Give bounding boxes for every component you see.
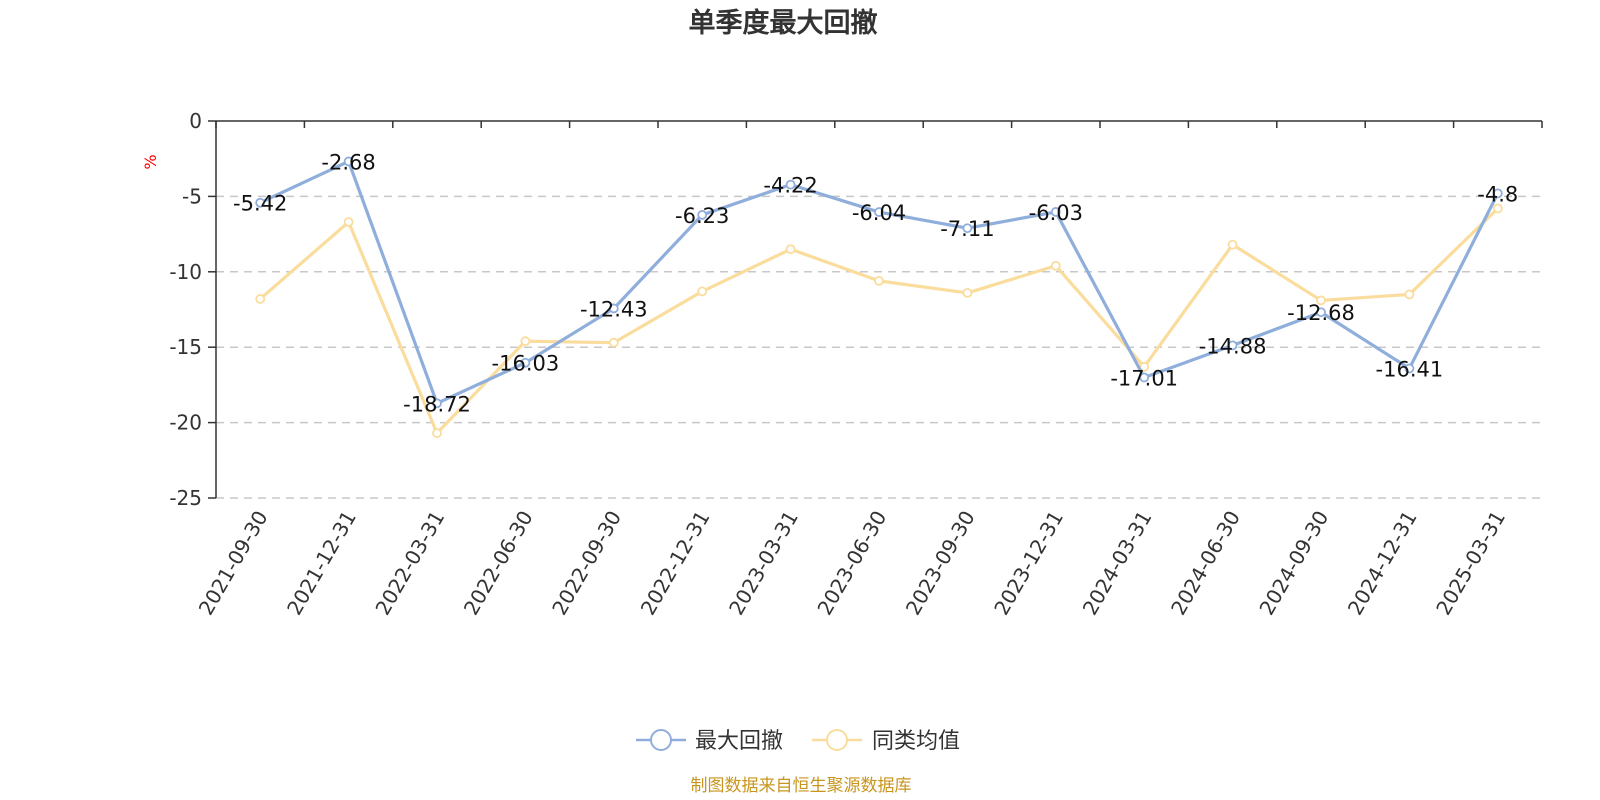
circle-line-marker-icon [650,729,672,751]
y-tick-label: 0 [189,109,202,133]
data-point-0[interactable] [1492,188,1503,199]
data-label: -6.03 [1029,201,1083,225]
legend-item-0[interactable]: 最大回撤 [636,729,783,754]
legend-label-0: 最大回撤 [695,729,783,754]
data-label: -6.04 [852,201,906,225]
data-label: -18.72 [403,392,471,416]
data-label: -17.01 [1110,367,1178,391]
data-point-0[interactable] [1050,207,1061,217]
x-tick-label: 2022-12-31 [636,507,715,620]
legend-item-1[interactable]: 同类均值 [812,729,960,754]
chart-title: 单季度最大回撤 [689,7,878,39]
data-point-1[interactable] [962,288,973,298]
data-point-0[interactable] [785,179,796,190]
y-tick-label: -25 [169,486,202,510]
x-tick-label: 2022-09-30 [547,507,626,620]
x-tick-label: 2025-03-31 [1431,507,1510,620]
data-point-1[interactable] [1316,295,1326,306]
circle-line-marker-icon [826,729,848,751]
data-label: -12.43 [580,297,648,321]
data-point-1[interactable] [343,217,354,227]
data-label: -4.8 [1477,182,1518,206]
data-point-0[interactable] [608,303,619,314]
data-point-0[interactable] [962,223,973,234]
data-label: -16.03 [492,352,560,376]
data-point-1[interactable] [1050,260,1061,271]
x-tick-label: 2024-03-31 [1078,507,1157,620]
data-point-0[interactable] [1227,340,1238,351]
data-point-0[interactable] [432,398,442,409]
x-tick-label: 2021-12-31 [282,507,361,620]
data-point-1[interactable] [255,294,266,304]
data-point-0[interactable] [255,197,266,208]
data-label: -7.11 [940,217,994,241]
x-tick-label: 2024-12-31 [1343,507,1422,620]
data-point-1[interactable] [520,336,531,347]
data-label: -5.42 [233,192,287,216]
x-tick-label: 2023-03-31 [724,507,803,620]
x-tick-label: 2023-12-31 [989,507,1068,620]
data-point-0[interactable] [343,156,354,167]
data-label: -4.22 [763,174,817,198]
data-point-1[interactable] [1492,203,1503,214]
data-label: -14.88 [1199,334,1267,358]
x-tick-label: 2023-06-30 [812,507,891,620]
x-tick-label: 2023-09-30 [901,507,980,620]
data-point-1[interactable] [697,286,708,297]
data-label: -2.68 [321,150,375,174]
data-point-0[interactable] [1139,372,1150,383]
data-point-1[interactable] [1227,239,1238,250]
data-point-0[interactable] [697,210,708,220]
y-axis-unit: % [141,154,160,169]
source-note: 制图数据来自恒生聚源数据库 [691,776,912,796]
x-tick-label: 2022-06-30 [459,507,538,620]
legend-label-1: 同类均值 [872,729,960,754]
x-tick-label: 2024-06-30 [1166,507,1245,620]
data-label: -16.41 [1376,357,1444,381]
data-labels: -5.42 -2.68 -18.72 -16.03 -12.43 -6.23 -4.22 -6… [233,150,1518,416]
y-tick-label: -10 [169,260,202,284]
x-tick-label: 2024-09-30 [1254,507,1333,620]
data-label: -6.23 [675,204,729,228]
y-tick-label: -5 [182,184,202,208]
data-point-1[interactable] [874,275,884,286]
data-point-1[interactable] [1404,289,1415,300]
data-point-1[interactable] [432,428,442,439]
data-point-1[interactable] [608,337,619,348]
x-tick-label: 2022-03-31 [370,507,449,620]
data-label: -12.68 [1287,301,1355,325]
data-point-1[interactable] [785,244,796,255]
data-point-0[interactable] [874,207,884,217]
data-point-0[interactable] [520,357,531,368]
series-lines [255,156,1503,439]
grid-lines [216,195,1542,499]
y-tick-label: -15 [169,335,202,359]
y-tick-label: -20 [169,411,202,435]
data-point-0[interactable] [1316,307,1326,318]
legend: 最大回撤 同类均值 [636,729,960,754]
data-point-0[interactable] [1404,363,1415,374]
x-tick-label: 2021-09-30 [194,507,273,620]
